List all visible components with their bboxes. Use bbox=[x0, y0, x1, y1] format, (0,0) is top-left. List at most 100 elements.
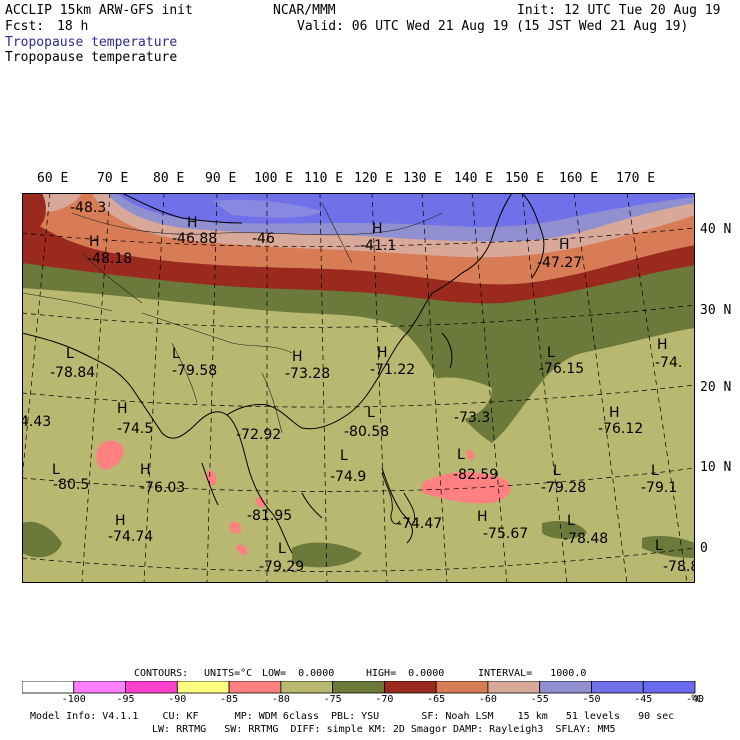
contours-label: CONTOURS: bbox=[134, 668, 189, 679]
map-label: -81.95 bbox=[247, 508, 292, 524]
colorbar-swatch bbox=[487, 681, 541, 694]
map-label: H bbox=[117, 401, 128, 417]
lat-label: 40 N bbox=[700, 222, 732, 237]
map-label: L bbox=[52, 462, 60, 478]
lon-label: 110 E bbox=[304, 171, 344, 186]
map-label: -74.47 bbox=[397, 516, 442, 532]
temp-band-80 bbox=[96, 440, 511, 555]
map-label: -74.74 bbox=[108, 529, 153, 545]
map-label: -46 bbox=[252, 231, 275, 247]
colorbar-swatch bbox=[176, 681, 230, 694]
map-label: -41.1 bbox=[360, 238, 396, 254]
map-label: H bbox=[477, 509, 488, 525]
color-bar bbox=[22, 681, 696, 694]
colorbar-swatch bbox=[383, 681, 437, 694]
colorbar-tick-label: -40 bbox=[685, 694, 705, 705]
colorbar-tick-label: -65 bbox=[427, 694, 446, 705]
model-title: ACCLIP 15km ARW-GFS init bbox=[5, 3, 193, 18]
model-info-line2: LW: RRTMG SW: RRTMG DIFF: simple KM: 2D … bbox=[152, 724, 616, 735]
map-label: -71.22 bbox=[370, 362, 415, 378]
map-label: -80.58 bbox=[344, 424, 389, 440]
lon-label: 70 E bbox=[97, 171, 129, 186]
forecast-hours: 18 h bbox=[57, 19, 89, 34]
lon-label: 170 E bbox=[616, 171, 656, 186]
map-label: L bbox=[567, 513, 575, 529]
map-label: -78.8 bbox=[663, 559, 695, 575]
colorbar-unit: °C bbox=[689, 694, 703, 705]
map-label: L bbox=[340, 448, 348, 464]
map-label: -48.18 bbox=[87, 251, 132, 267]
colorbar-tick-label: -85 bbox=[220, 694, 239, 705]
lon-label: 90 E bbox=[205, 171, 237, 186]
lat-label: 0 bbox=[700, 541, 708, 556]
map-label: H bbox=[115, 513, 126, 529]
field-title-contour: Tropopause temperature bbox=[5, 50, 178, 65]
colorbar-tick-label: -55 bbox=[530, 694, 549, 705]
init-time: Init: 12 UTC Tue 20 Aug 19 bbox=[517, 3, 721, 18]
valid-time: Valid: 06 UTC Wed 21 Aug 19 (15 JST Wed … bbox=[297, 19, 689, 34]
map-label: L bbox=[66, 346, 74, 362]
colorbar-swatch bbox=[280, 681, 334, 694]
map-label: -76.12 bbox=[598, 421, 643, 437]
interval-label: INTERVAL= 1000.0 bbox=[478, 668, 587, 679]
colorbar-swatch bbox=[228, 681, 282, 694]
lon-label: 60 E bbox=[37, 171, 69, 186]
lon-label: 150 E bbox=[505, 171, 545, 186]
colorbar-tick-label: -50 bbox=[582, 694, 601, 705]
colorbar-tick-label: -45 bbox=[634, 694, 653, 705]
lon-label: 160 E bbox=[559, 171, 599, 186]
lat-label: 20 N bbox=[700, 380, 732, 395]
map-label: H bbox=[559, 237, 570, 253]
map-label: L bbox=[278, 541, 286, 557]
lon-label: 140 E bbox=[454, 171, 494, 186]
lat-label: 10 N bbox=[700, 460, 732, 475]
map-label: -79.28 bbox=[541, 480, 586, 496]
map-label: -74.5 bbox=[117, 421, 153, 437]
colorbar-tick-label: -60 bbox=[478, 694, 497, 705]
map-label: -78.48 bbox=[563, 531, 608, 547]
map-label: -76.03 bbox=[140, 480, 185, 496]
map-label: L bbox=[457, 447, 465, 463]
forecast-label: Fcst: bbox=[5, 19, 45, 34]
map-label: H bbox=[377, 345, 388, 361]
lon-label: 100 E bbox=[254, 171, 294, 186]
map-label: H bbox=[140, 462, 151, 478]
map-label: L bbox=[172, 346, 180, 362]
colorbar-swatch bbox=[125, 681, 178, 694]
map-label: -76.15 bbox=[539, 361, 584, 377]
lon-label: 120 E bbox=[354, 171, 394, 186]
org-label: NCAR/MMM bbox=[273, 3, 336, 18]
tropopause-temperature-map: -48.3 H -48.18 H -46.88 -46 H -41.1 H -4… bbox=[22, 193, 695, 583]
map-label: -47.27 bbox=[537, 255, 582, 271]
map-label: -46.88 bbox=[172, 231, 217, 247]
map-label: -78.84 bbox=[50, 365, 95, 381]
colorbar-tick-label: -80 bbox=[271, 694, 290, 705]
colorbar-swatch bbox=[591, 681, 644, 694]
lon-label: 130 E bbox=[403, 171, 443, 186]
map-label: H bbox=[609, 405, 620, 421]
map-label: L bbox=[651, 463, 659, 479]
units-label: UNITS=°C bbox=[204, 668, 253, 679]
colorbar-swatch bbox=[435, 681, 489, 694]
model-info-line1: Model Info: V4.1.1 CU: KF MP: WDM 6class… bbox=[30, 711, 675, 722]
map-label: H bbox=[372, 221, 383, 237]
map-label: -79.29 bbox=[259, 559, 304, 575]
map-label: 4.43 bbox=[22, 414, 51, 430]
map-label: -75.67 bbox=[483, 526, 528, 542]
map-label: L bbox=[553, 463, 561, 479]
colorbar-tick-label: -75 bbox=[323, 694, 342, 705]
colorbar-swatch bbox=[22, 681, 75, 694]
map-label: -79.1 bbox=[641, 480, 677, 496]
colorbar-tick-label: -70 bbox=[375, 694, 394, 705]
colorbar-swatch bbox=[642, 681, 696, 694]
map-label: L bbox=[367, 405, 375, 421]
map-label: -74.9 bbox=[330, 469, 366, 485]
colorbar-swatch bbox=[332, 681, 385, 694]
high-label: HIGH= 0.0000 bbox=[366, 668, 445, 679]
map-label: -82.59 bbox=[453, 467, 498, 483]
field-title-shaded: Tropopause temperature bbox=[5, 35, 178, 50]
map-label: H bbox=[657, 337, 668, 353]
map-label: -73.3 bbox=[454, 410, 490, 426]
colorbar-swatch bbox=[73, 681, 126, 694]
map-label: L bbox=[547, 345, 555, 361]
